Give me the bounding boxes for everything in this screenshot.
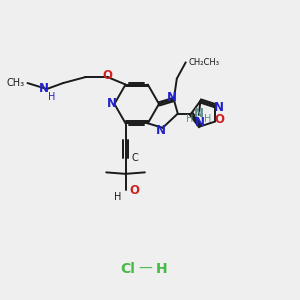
Text: H: H — [113, 192, 121, 202]
Text: C: C — [131, 152, 138, 163]
Text: O: O — [103, 69, 113, 82]
Text: H: H — [156, 262, 168, 276]
Text: CH₂CH₃: CH₂CH₃ — [189, 58, 220, 67]
Text: N: N — [214, 101, 224, 114]
Text: O: O — [129, 184, 139, 197]
Text: N: N — [39, 82, 49, 95]
Text: H: H — [186, 114, 193, 124]
Text: N: N — [107, 98, 117, 110]
Text: Cl: Cl — [120, 262, 135, 276]
Text: N: N — [195, 116, 206, 129]
Text: N: N — [156, 124, 166, 137]
Text: H: H — [204, 114, 211, 124]
Text: N: N — [194, 107, 204, 120]
Text: —: — — [139, 262, 152, 276]
Text: CH₃: CH₃ — [6, 78, 25, 88]
Text: O: O — [214, 112, 224, 126]
Text: H: H — [49, 92, 56, 102]
Text: N: N — [167, 91, 177, 103]
